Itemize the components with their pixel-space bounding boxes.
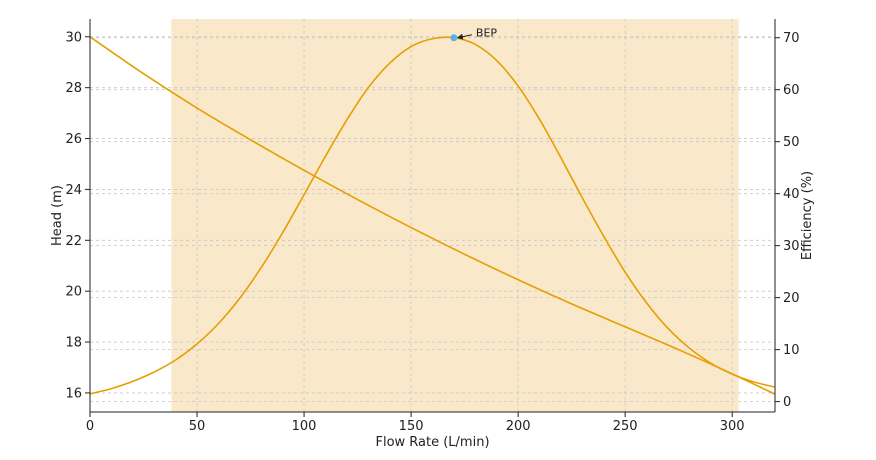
x-axis-label: Flow Rate (L/min) xyxy=(375,435,489,450)
y-right-tick-label: 10 xyxy=(783,343,800,358)
y-left-tick-label: 30 xyxy=(65,30,82,45)
y-right-tick-label: 0 xyxy=(783,395,791,410)
x-tick-label: 300 xyxy=(720,419,745,434)
y-axis-right-label: Efficiency (%) xyxy=(800,171,815,260)
operating-range-band xyxy=(171,19,739,412)
efficiency-curve xyxy=(89,36,776,395)
x-tick-label: 250 xyxy=(613,419,638,434)
y-right-tick-label: 60 xyxy=(783,83,800,98)
x-tick-label: 200 xyxy=(506,419,531,434)
x-tick-label: 50 xyxy=(189,419,206,434)
y-right-tick-label: 70 xyxy=(783,31,800,46)
bep-point xyxy=(450,34,458,42)
y-left-tick-label: 28 xyxy=(65,81,82,96)
y-left-tick-label: 26 xyxy=(65,132,82,147)
x-tick-label: 150 xyxy=(399,419,424,434)
y-right-tick-label: 20 xyxy=(783,291,800,306)
y-left-tick-label: 16 xyxy=(65,386,82,401)
y-right-tick-label: 40 xyxy=(783,187,800,202)
x-tick-label: 0 xyxy=(86,419,94,434)
y-left-tick-label: 20 xyxy=(65,285,82,300)
y-right-tick-label: 50 xyxy=(783,135,800,150)
y-right-tick-label: 30 xyxy=(783,239,800,254)
y-left-tick-label: 18 xyxy=(65,336,82,351)
y-left-tick-label: 24 xyxy=(65,183,82,198)
y-left-tick-label: 22 xyxy=(65,234,82,249)
x-tick-label: 100 xyxy=(292,419,317,434)
bep-arrow xyxy=(456,33,473,40)
bep-annotation-label: BEP xyxy=(476,27,497,40)
y-axis-left-label: Head (m) xyxy=(50,185,65,246)
head-curve xyxy=(89,36,776,395)
